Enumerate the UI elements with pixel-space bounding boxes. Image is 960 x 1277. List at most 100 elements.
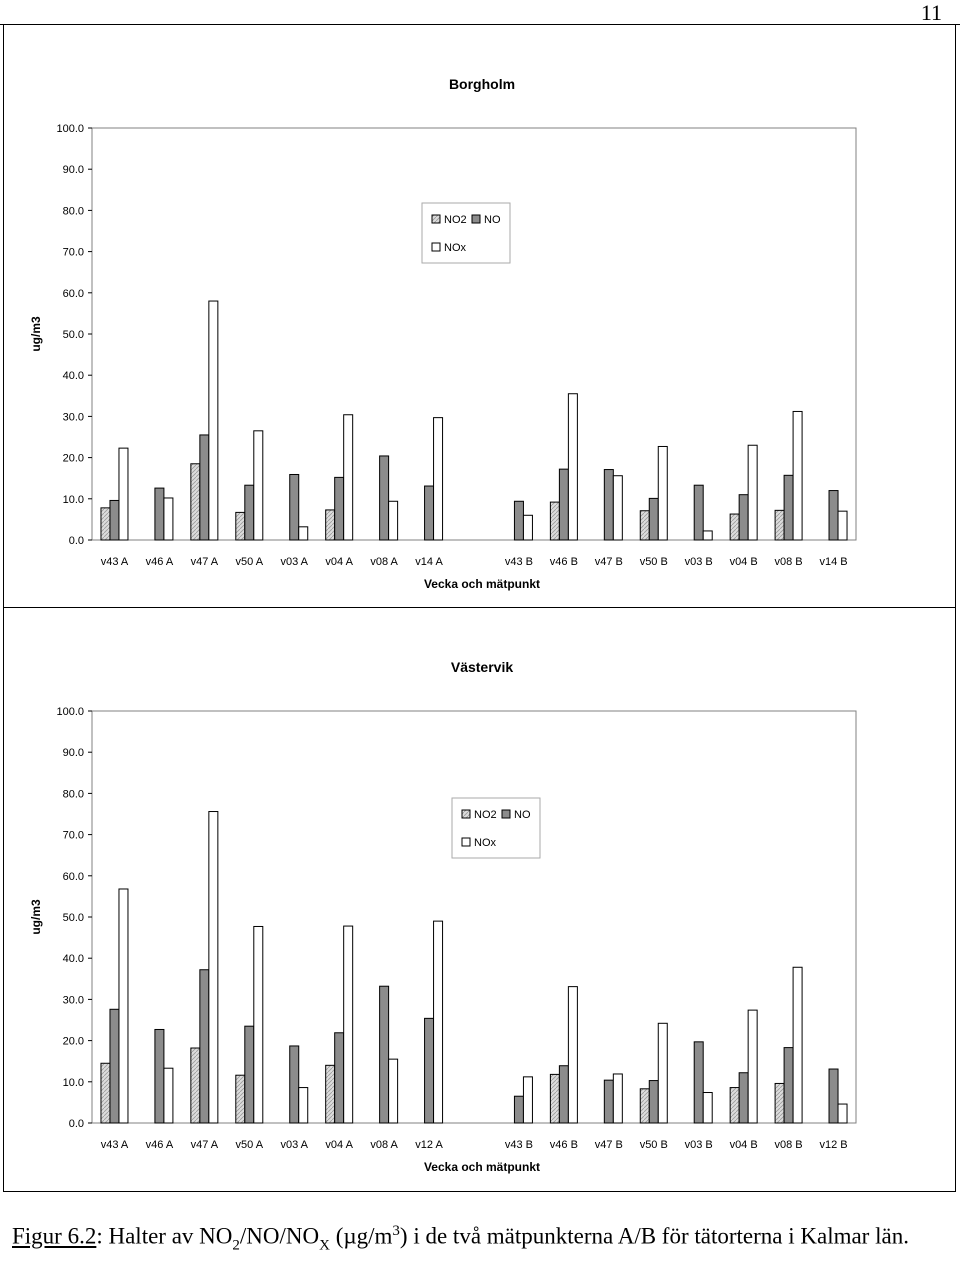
bar-no bbox=[828, 1068, 839, 1124]
bar-no bbox=[199, 434, 210, 541]
x-tick-label: v47 A bbox=[191, 1139, 219, 1151]
bar-no bbox=[738, 1072, 749, 1124]
y-tick-label: 70.0 bbox=[63, 247, 84, 259]
y-tick-label: 10.0 bbox=[63, 1077, 84, 1089]
legend-swatch-no2 bbox=[461, 809, 471, 819]
bar-no2 bbox=[729, 1087, 740, 1124]
bar-nox bbox=[298, 1087, 309, 1124]
y-tick-label: 40.0 bbox=[63, 953, 84, 965]
bar-no bbox=[109, 1008, 120, 1124]
bar-nox bbox=[612, 475, 623, 541]
chart-title: Borgholm bbox=[449, 76, 515, 92]
bar-nox bbox=[163, 497, 174, 541]
x-tick-label: v04 B bbox=[730, 556, 758, 568]
y-tick-label: 40.0 bbox=[63, 370, 84, 382]
bar-no bbox=[334, 1032, 345, 1124]
bar-no bbox=[783, 474, 794, 541]
x-tick-label: v12 B bbox=[819, 1139, 847, 1151]
y-tick-label: 100.0 bbox=[56, 706, 84, 718]
bar-nox bbox=[118, 888, 129, 1124]
caption-figure-label: Figur 6.2 bbox=[12, 1223, 97, 1249]
bar-nox bbox=[522, 1076, 533, 1124]
caption-text-1: : Halter av NO bbox=[96, 1223, 233, 1249]
y-tick-label: 60.0 bbox=[63, 871, 84, 883]
x-tick-label: v03 B bbox=[685, 556, 713, 568]
y-tick-label: 20.0 bbox=[63, 1036, 84, 1048]
x-tick-label: v08 A bbox=[370, 556, 398, 568]
x-tick-label: v46 A bbox=[146, 1139, 174, 1151]
x-tick-label: v43 A bbox=[101, 556, 129, 568]
y-axis-label: ug/m3 bbox=[29, 316, 43, 352]
x-tick-label: v50 A bbox=[236, 556, 264, 568]
chart-vastervik: Västervik 0.0 10.0 20.0 30.0 40.0 50.0 60.0 70.0… bbox=[29, 659, 857, 1174]
bar-no bbox=[648, 1080, 659, 1124]
page-number: 11 bbox=[920, 0, 942, 25]
y-tick-label: 60.0 bbox=[63, 288, 84, 300]
legend-label-nox: NOx bbox=[474, 837, 497, 849]
x-tick-label: v47 A bbox=[191, 556, 219, 568]
x-tick-label: v04 B bbox=[730, 1139, 758, 1151]
bar-nox bbox=[657, 445, 668, 541]
caption-sub-1: 2 bbox=[232, 1237, 240, 1254]
bar-nox bbox=[163, 1067, 174, 1124]
bar-nox bbox=[522, 514, 533, 541]
legend-swatch-no bbox=[501, 809, 511, 819]
chart-panel-borgholm: Borgholm 0.0 10.0 20.0 30.0 40.0 50.0 60.0 70.0 8… bbox=[4, 25, 957, 625]
bar-no bbox=[738, 494, 749, 541]
bar-no bbox=[603, 469, 614, 541]
caption-text-3: (µg/m bbox=[329, 1223, 393, 1249]
x-tick-label: v50 B bbox=[640, 556, 668, 568]
bar-nox bbox=[388, 500, 399, 541]
bar-nox bbox=[837, 510, 848, 541]
x-tick-label: v14 A bbox=[415, 556, 443, 568]
bar-nox bbox=[298, 526, 309, 541]
bar-no bbox=[783, 1047, 794, 1124]
x-tick-label: v14 B bbox=[819, 556, 847, 568]
bar-no2 bbox=[190, 463, 201, 541]
legend-box bbox=[421, 202, 511, 264]
bar-nox bbox=[253, 430, 264, 541]
bar-no bbox=[379, 455, 390, 541]
y-tick-label: 20.0 bbox=[63, 453, 84, 465]
y-tick-label: 80.0 bbox=[63, 788, 84, 800]
bar-no2 bbox=[774, 1082, 785, 1124]
bar-nox bbox=[567, 393, 578, 541]
bar-nox bbox=[343, 925, 354, 1124]
bar-nox bbox=[792, 966, 803, 1124]
x-tick-label: v43 B bbox=[505, 556, 533, 568]
bar-no bbox=[334, 476, 345, 541]
x-tick-label: v04 A bbox=[325, 556, 353, 568]
bar-nox bbox=[837, 1103, 848, 1124]
bar-no bbox=[513, 500, 524, 541]
y-tick-label: 50.0 bbox=[63, 329, 84, 341]
x-tick-label: v46 A bbox=[146, 556, 174, 568]
bar-nox bbox=[702, 1092, 713, 1124]
panel-divider bbox=[4, 607, 955, 608]
y-tick-label: 0.0 bbox=[69, 1118, 84, 1130]
bar-no2 bbox=[549, 501, 560, 541]
x-tick-label: v04 A bbox=[325, 1139, 353, 1151]
x-tick-label: v47 B bbox=[595, 556, 623, 568]
y-tick-label: 90.0 bbox=[63, 747, 84, 759]
bar-no2 bbox=[549, 1073, 560, 1124]
bar-nox bbox=[433, 417, 444, 541]
chart-title: Västervik bbox=[451, 659, 513, 675]
bar-no bbox=[154, 1028, 165, 1124]
bar-no bbox=[289, 1045, 300, 1124]
bar-no2 bbox=[325, 509, 336, 541]
bar-no bbox=[513, 1095, 524, 1124]
x-axis-label: Vecka och mätpunkt bbox=[424, 577, 540, 591]
figure-caption: Figur 6.2: Halter av NO2/NO/NOX (µg/m3) … bbox=[12, 1216, 942, 1260]
bar-no bbox=[558, 1065, 569, 1124]
y-axis-label: ug/m3 bbox=[29, 899, 43, 935]
bar-no bbox=[603, 1079, 614, 1124]
bar-no2 bbox=[639, 510, 650, 541]
bar-no bbox=[424, 1017, 435, 1124]
legend-swatch-nox bbox=[431, 242, 441, 252]
bar-no bbox=[244, 1025, 255, 1124]
bar-no bbox=[648, 497, 659, 541]
bar-nox bbox=[792, 410, 803, 541]
x-tick-label: v50 B bbox=[640, 1139, 668, 1151]
bar-nox bbox=[747, 1009, 758, 1124]
bar-nox bbox=[657, 1022, 668, 1124]
